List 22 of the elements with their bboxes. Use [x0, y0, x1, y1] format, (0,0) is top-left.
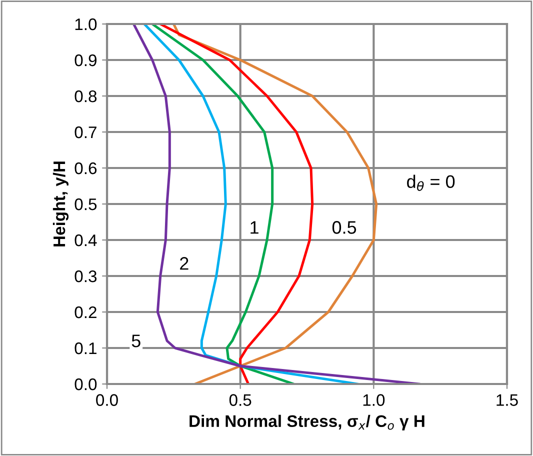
series-label: 1 [250, 221, 258, 234]
y-tick-label: 0.4 [74, 234, 97, 246]
y-tick-label: 1.0 [75, 18, 97, 30]
series-label: 2 [180, 257, 188, 270]
series-label: 0.5 [332, 221, 356, 234]
series-label: 5 [132, 334, 140, 348]
series-label: d$_{θ}$ = 0 [407, 174, 455, 191]
x-tick-label: 1.0 [363, 394, 385, 406]
y-tick-label: 0.1 [74, 342, 96, 354]
y-tick-label: 0.7 [74, 126, 96, 138]
x-axis-title: Dim Normal Stress, σ$_{x}$/ C$_{o}$ γ H [190, 414, 424, 430]
y-tick-label: 0.9 [74, 54, 96, 66]
x-tick-label: 0.0 [96, 394, 118, 406]
y-axis-title: Height, y/H [52, 162, 69, 246]
x-tick-label: 1.5 [496, 394, 518, 406]
y-tick-label: 0.0 [74, 378, 97, 390]
y-tick-label: 0.5 [74, 198, 97, 210]
y-tick-label: 0.8 [74, 90, 97, 102]
y-tick-label: 0.3 [74, 270, 97, 282]
x-tick-label: 0.5 [229, 394, 252, 406]
y-tick-label: 0.6 [74, 162, 97, 174]
y-tick-label: 0.2 [74, 306, 96, 318]
